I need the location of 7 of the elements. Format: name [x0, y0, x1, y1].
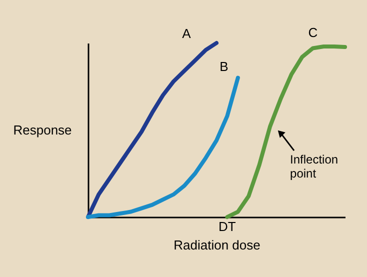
series-label: B — [220, 58, 228, 74]
series-label: C — [308, 25, 318, 40]
annotation: Inflection point — [290, 152, 338, 181]
y-axis-title: Response — [13, 122, 72, 138]
series-label: A — [182, 26, 192, 41]
text: DT — [218, 219, 236, 234]
x-axis-title: Radiation dose — [174, 238, 260, 252]
